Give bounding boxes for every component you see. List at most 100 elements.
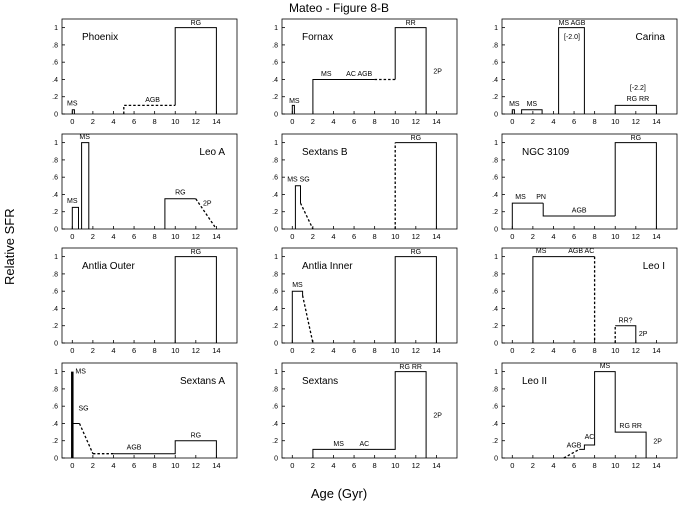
y-tick-label: 1 xyxy=(54,140,58,147)
x-tick-label: 10 xyxy=(611,346,619,355)
sfr-segment xyxy=(294,185,301,229)
panel-title: Leo II xyxy=(522,376,547,387)
sfr-segment xyxy=(113,440,217,458)
x-tick-label: 0 xyxy=(510,117,514,126)
x-tick-label: 10 xyxy=(391,232,399,241)
x-tick-label: 14 xyxy=(652,117,660,126)
x-tick-label: 12 xyxy=(192,346,200,355)
x-tick-label: 12 xyxy=(412,117,420,126)
x-tick-label: 0 xyxy=(290,117,294,126)
y-tick-label: .2 xyxy=(272,323,278,330)
y-tick-label: .4 xyxy=(272,306,278,313)
x-tick-label: 2 xyxy=(311,346,315,355)
sfr-segment xyxy=(511,109,515,114)
annotation-label: MS xyxy=(515,194,526,201)
x-tick-label: 0 xyxy=(290,232,294,241)
x-tick-label: 10 xyxy=(171,117,179,126)
x-tick-label: 4 xyxy=(331,346,335,355)
x-tick-label: 8 xyxy=(373,461,377,470)
panel-frame xyxy=(61,247,238,344)
x-tick-label: 0 xyxy=(510,232,514,241)
y-tick-label: .6 xyxy=(52,404,58,411)
annotation-label: AC AGB xyxy=(346,71,372,78)
x-tick-label: 4 xyxy=(551,117,555,126)
sfr-segment xyxy=(394,256,437,343)
annotation-label: RG RR xyxy=(627,96,650,103)
annotation-label: MS xyxy=(321,71,332,78)
annotation-label: MS xyxy=(67,100,78,107)
annotation-label: RG xyxy=(175,189,186,196)
y-tick-label: 1 xyxy=(494,254,498,261)
x-tick-label: 14 xyxy=(212,461,220,470)
annotation-label: RG xyxy=(411,249,422,256)
x-tick-label: 14 xyxy=(212,232,220,241)
x-tick-label: 8 xyxy=(153,232,157,241)
x-tick-label: 12 xyxy=(632,461,640,470)
y-tick-label: .8 xyxy=(52,157,58,164)
y-tick-label: .2 xyxy=(492,209,498,216)
x-tick-label: 14 xyxy=(432,117,440,126)
y-tick-label: .4 xyxy=(52,77,58,84)
annotation-label: MS xyxy=(292,282,303,289)
y-tick-label: 0 xyxy=(274,341,278,348)
x-tick-label: 14 xyxy=(212,346,220,355)
x-tick-label: 10 xyxy=(171,232,179,241)
annotation-label: RR xyxy=(406,20,416,27)
y-tick-label: .8 xyxy=(272,271,278,278)
panel-frame xyxy=(501,362,678,459)
x-tick-label: 14 xyxy=(652,232,660,241)
x-tick-label: 10 xyxy=(611,461,619,470)
x-tick-label: 10 xyxy=(391,117,399,126)
x-tick-label: 8 xyxy=(593,461,597,470)
x-tick-label: 2 xyxy=(311,117,315,126)
sfr-segment xyxy=(511,202,544,229)
y-tick-label: .6 xyxy=(272,289,278,296)
annotation-label: AC xyxy=(585,434,595,441)
x-tick-label: 14 xyxy=(432,232,440,241)
x-tick-label: 12 xyxy=(192,461,200,470)
y-tick-label: 0 xyxy=(274,456,278,463)
x-tick-label: 10 xyxy=(171,346,179,355)
x-tick-label: 4 xyxy=(551,232,555,241)
x-tick-label: 2 xyxy=(531,346,535,355)
x-tick-label: 6 xyxy=(132,346,136,355)
y-tick-label: .2 xyxy=(52,94,58,101)
panel-frame xyxy=(281,247,458,344)
x-tick-label: 8 xyxy=(373,232,377,241)
x-tick-label: 6 xyxy=(352,117,356,126)
x-tick-label: 10 xyxy=(171,461,179,470)
annotation-label: MS xyxy=(600,363,611,370)
y-tick-label: .4 xyxy=(492,77,498,84)
annotation-label: [-2.0] xyxy=(564,34,580,41)
sfr-segment xyxy=(164,198,196,229)
x-tick-label: 10 xyxy=(391,461,399,470)
y-tick-label: .6 xyxy=(492,60,498,67)
sfr-segment xyxy=(291,104,295,114)
x-tick-label: 6 xyxy=(132,461,136,470)
y-tick-label: .6 xyxy=(492,175,498,182)
y-tick-label: .4 xyxy=(492,421,498,428)
x-tick-label: 0 xyxy=(510,346,514,355)
sfr-segment xyxy=(312,371,427,458)
x-tick-label: 6 xyxy=(132,117,136,126)
y-tick-label: .6 xyxy=(492,404,498,411)
y-tick-label: .2 xyxy=(492,94,498,101)
panel-title: Sextans xyxy=(302,376,338,387)
panel-frame xyxy=(61,18,238,115)
y-tick-label: .6 xyxy=(492,289,498,296)
x-tick-label: 6 xyxy=(352,232,356,241)
x-tick-label: 6 xyxy=(572,117,576,126)
y-tick-label: 0 xyxy=(494,456,498,463)
x-tick-label: 6 xyxy=(352,461,356,470)
y-tick-label: .2 xyxy=(52,323,58,330)
y-tick-label: .2 xyxy=(492,323,498,330)
y-tick-label: .6 xyxy=(52,289,58,296)
x-tick-label: 8 xyxy=(373,117,377,126)
annotation-label: RR? xyxy=(619,317,633,324)
sfr-segment xyxy=(614,104,657,114)
